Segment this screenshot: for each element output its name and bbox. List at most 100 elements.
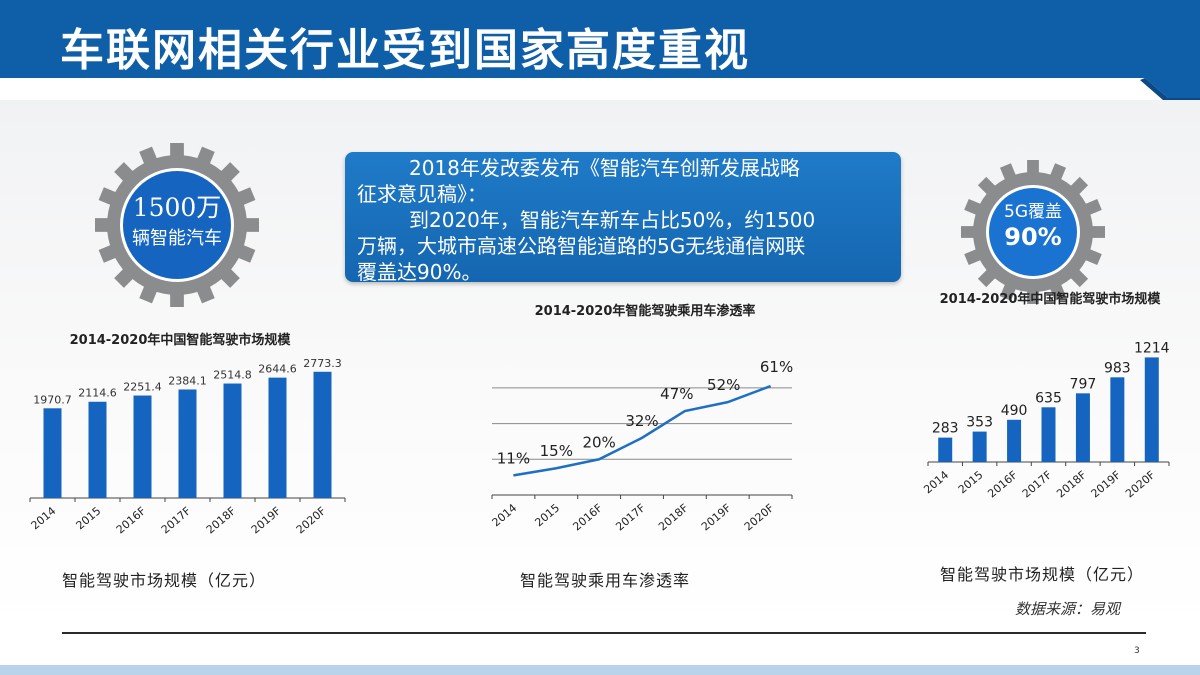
tick-label: 2018F: [204, 504, 239, 536]
chart-middle-title: 2014-2020年智能驾驶乘用车渗透率: [534, 304, 756, 319]
gear-tooth: [243, 218, 259, 232]
chart-left-market-size: 1970.7 2014 2114.6 2015 2251.4 2016F 2384.1 201…: [29, 357, 346, 536]
info-line-1: 2018年发改委发布《智能汽车创新发展战略: [409, 156, 800, 180]
tick-label: 2017F: [1020, 468, 1055, 500]
chart-middle-penetration: 11% 2014 15% 2015 20% 2016F 32% 2017F 47% 2018F 52…: [490, 358, 794, 533]
bar: [1041, 407, 1056, 462]
bar: [268, 377, 287, 498]
badge-right-value: 90%: [1004, 223, 1062, 251]
data-label: 635: [1035, 390, 1062, 406]
tick-label: 2018F: [656, 501, 691, 533]
gear-tooth: [1027, 288, 1039, 304]
chart-left-title: 2014-2020年中国智能驾驶市场规模: [69, 333, 291, 348]
gear-tooth: [218, 162, 240, 184]
banner-shape: [0, 0, 1200, 100]
series-line: [513, 384, 772, 477]
tick-label: 2020F: [742, 501, 777, 533]
data-label: 490: [1001, 403, 1028, 419]
tick-label: 2017F: [159, 504, 194, 536]
gear-tooth: [139, 283, 159, 304]
gear-tooth: [170, 291, 184, 307]
tick-label: 2020F: [294, 504, 329, 536]
gear-tooth: [98, 243, 119, 263]
tick-label: 2014: [921, 468, 951, 496]
data-label: 353: [966, 415, 993, 431]
chart-right-caption: 智能驾驶市场规模（亿元）: [940, 565, 1145, 584]
data-label: 2114.6: [78, 387, 117, 400]
data-source: 数据来源：易观: [1015, 600, 1121, 618]
chart-right-market-size: 283 2014 353 2015 490 2016F 635 2017F 797 2018F 98…: [921, 340, 1170, 500]
data-label: 52%: [707, 376, 740, 394]
tick-label: 2016F: [985, 468, 1020, 500]
gear-tooth: [964, 247, 984, 265]
tick-label: 2015: [532, 501, 562, 529]
data-label: 2384.1: [168, 374, 207, 387]
badge-right-label: 5G覆盖: [1004, 202, 1062, 222]
bar: [938, 437, 953, 462]
tick-label: 2019F: [1089, 468, 1124, 500]
gear-tooth: [114, 162, 136, 184]
tick-label: 2015: [74, 504, 104, 532]
bar: [88, 401, 107, 498]
chart-right-title: 2014-2020年中国智能驾驶市场规模: [939, 292, 1161, 307]
title-banner: 车联网相关行业受到国家高度重视: [0, 0, 1200, 100]
gear-icon-right: [961, 160, 1105, 304]
data-label: 2251.4: [123, 381, 162, 394]
gear-tooth: [195, 283, 215, 304]
info-line-5: 覆盖达90%。: [357, 260, 482, 284]
gear-tooth: [1000, 281, 1018, 301]
gear-tooth: [1082, 247, 1102, 265]
tick-label: 2014: [29, 504, 59, 532]
chart-middle-caption: 智能驾驶乘用车渗透率: [520, 571, 691, 590]
data-label: 47%: [660, 385, 693, 403]
data-label: 1970.7: [33, 393, 72, 406]
gear-tooth: [1000, 163, 1018, 183]
gear-tooth: [195, 146, 215, 167]
data-label: 1214: [1134, 340, 1170, 356]
badge-left-label: 辆智能汽车: [132, 228, 222, 249]
gear-tooth: [977, 176, 998, 197]
bar: [133, 395, 152, 498]
gear-tooth: [98, 187, 119, 207]
tick-label: 2019F: [249, 504, 284, 536]
tick-label: 2020F: [1123, 468, 1158, 500]
data-label: 20%: [582, 433, 615, 451]
bar: [178, 389, 197, 498]
tick-label: 2018F: [1054, 468, 1089, 500]
data-label: 283: [932, 421, 959, 437]
gear-tooth: [1082, 199, 1102, 217]
page-number: 3: [1134, 646, 1140, 656]
bar: [1110, 377, 1125, 462]
footer-rule: [62, 632, 1146, 634]
bar: [1144, 357, 1159, 462]
gear-tooth: [235, 243, 256, 263]
gear-tooth: [1048, 163, 1066, 183]
gear-tooth: [139, 146, 159, 167]
gear-tooth: [1027, 160, 1039, 176]
gear-tooth: [961, 226, 977, 238]
data-label: 61%: [760, 358, 793, 376]
tick-label: 2016F: [114, 504, 149, 536]
data-label: 11%: [497, 449, 530, 467]
data-label: 2644.6: [258, 363, 297, 376]
bar: [313, 371, 332, 498]
bar: [1075, 393, 1090, 462]
bar: [972, 431, 987, 462]
gear-tooth: [1068, 267, 1089, 288]
chart-left-caption: 智能驾驶市场规模（亿元）: [62, 571, 267, 590]
gear-tooth: [218, 266, 240, 288]
data-label: 797: [1070, 376, 1097, 392]
gear-tooth: [170, 143, 184, 159]
gear-tooth: [114, 266, 136, 288]
policy-info-box: 2018年发改委发布《智能汽车创新发展战略 征求意见稿》： 到2020年，智能汽…: [345, 152, 901, 284]
info-line-2: 征求意见稿》：: [357, 182, 487, 206]
gear-tooth: [1089, 226, 1105, 238]
gear-tooth: [235, 187, 256, 207]
tick-label: 2014: [490, 501, 520, 529]
data-label: 983: [1104, 360, 1131, 376]
data-label: 15%: [540, 442, 573, 460]
bar: [1007, 419, 1022, 462]
data-label: 2514.8: [213, 369, 252, 382]
tick-label: 2017F: [613, 501, 648, 533]
data-label: 2773.3: [303, 357, 342, 370]
